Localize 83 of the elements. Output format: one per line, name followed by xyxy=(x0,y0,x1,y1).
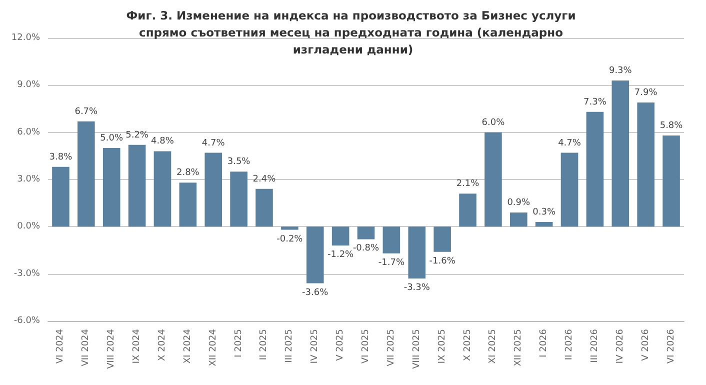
bar xyxy=(154,151,172,227)
bar xyxy=(179,182,197,227)
data-label: 0.9% xyxy=(507,198,531,208)
x-tick-label: IX 2025 xyxy=(437,329,448,364)
bar xyxy=(128,144,146,227)
data-label: 5.2% xyxy=(126,130,149,140)
x-tick-label: XI 2025 xyxy=(488,329,498,364)
x-tick-label: II 2026 xyxy=(564,328,575,360)
data-label: 6.0% xyxy=(482,118,506,128)
bar xyxy=(52,166,70,227)
x-tick-label: V 2025 xyxy=(336,329,346,361)
data-label: 4.8% xyxy=(151,136,174,147)
x-tick-label: VI 2025 xyxy=(361,329,371,364)
data-label: 6.7% xyxy=(74,106,98,117)
x-tick-label: II 2025 xyxy=(259,329,270,360)
x-tick-label: III 2026 xyxy=(590,328,600,363)
bar xyxy=(332,226,350,246)
x-tick-label: I 2026 xyxy=(539,328,550,358)
data-label: 4.7% xyxy=(558,138,582,148)
bar xyxy=(78,121,95,227)
bar xyxy=(256,188,273,227)
bar xyxy=(662,135,680,227)
bar xyxy=(560,152,578,227)
x-tick-label: IV 2026 xyxy=(615,328,626,364)
data-label: -3.3% xyxy=(404,283,430,294)
bar xyxy=(434,226,451,252)
chart-title: Фиг. 3. Изменение на индекса на производството за Бизнес услуги спрямо съответния месец на предходната година (календарно изгладени данни) xyxy=(126,8,580,56)
data-label: -1.7% xyxy=(378,258,405,268)
data-label: 2.4% xyxy=(252,174,276,184)
data-label: 3.5% xyxy=(227,157,251,168)
y-tick-label: -6.0% xyxy=(14,316,40,326)
data-label: -3.6% xyxy=(302,288,329,298)
x-tick-label: VIII 2024 xyxy=(106,328,117,369)
x-tick-label: III 2025 xyxy=(284,329,295,363)
data-label: -1.2% xyxy=(327,250,354,260)
bar xyxy=(612,80,630,227)
bar xyxy=(102,148,120,227)
y-tick-label: 0.0% xyxy=(17,222,40,232)
bar xyxy=(484,132,502,227)
data-label: -0.2% xyxy=(276,234,304,244)
data-label: 0.3% xyxy=(532,207,556,218)
x-tick-label: XII 2024 xyxy=(208,328,218,366)
data-label: 5.8% xyxy=(660,120,684,131)
x-tick-label: VIII 2025 xyxy=(412,329,422,369)
x-tick-label: V 2026 xyxy=(640,328,651,361)
bar xyxy=(204,152,222,227)
x-tick-label: XI 2024 xyxy=(182,328,193,364)
y-tick-label: 9.0% xyxy=(17,80,40,90)
y-tick-label: 3.0% xyxy=(17,174,40,184)
data-label: -1.6% xyxy=(429,256,456,266)
bar xyxy=(408,226,426,279)
bar xyxy=(357,226,375,240)
data-label: 7.3% xyxy=(584,97,607,108)
data-label: 5.0% xyxy=(100,134,124,144)
data-label: -0.8% xyxy=(352,244,380,254)
bar xyxy=(230,172,248,227)
data-label: 2.8% xyxy=(176,168,200,178)
x-tick-label: IV 2025 xyxy=(310,329,320,364)
y-tick-label: -3.0% xyxy=(14,268,40,279)
bar xyxy=(382,226,400,254)
data-label: 7.9% xyxy=(634,88,658,98)
bar xyxy=(535,222,553,227)
x-tick-label: VII 2025 xyxy=(386,329,396,366)
x-tick-label: I 2025 xyxy=(234,329,244,358)
bar xyxy=(510,212,528,227)
data-label: 3.8% xyxy=(49,152,73,162)
x-tick-label: X 2025 xyxy=(462,329,473,361)
data-label: 9.3% xyxy=(608,66,632,76)
bar xyxy=(637,102,654,227)
x-tick-label: IX 2024 xyxy=(132,328,142,364)
bar xyxy=(459,194,476,227)
bar xyxy=(281,226,298,230)
x-tick-label: VII 2024 xyxy=(81,328,92,366)
data-label: 2.1% xyxy=(456,179,480,190)
x-tick-label: X 2024 xyxy=(157,328,168,361)
y-tick-label: 6.0% xyxy=(17,127,40,138)
data-label: 4.7% xyxy=(202,138,226,148)
bar xyxy=(586,112,604,227)
y-tick-label: 12.0% xyxy=(11,33,40,43)
x-tick-label: VI 2026 xyxy=(666,328,676,364)
x-tick-label: VI 2024 xyxy=(56,328,66,364)
x-tick-label: XII 2025 xyxy=(514,329,524,366)
bar xyxy=(306,226,324,284)
